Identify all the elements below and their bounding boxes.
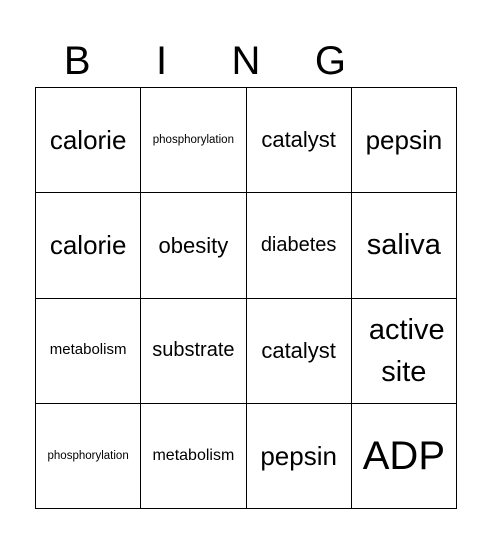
bingo-cell[interactable]: catalyst <box>246 298 352 404</box>
bingo-cell[interactable]: phosphorylation <box>141 88 247 194</box>
cell-label: metabolism <box>49 341 127 359</box>
bingo-cell[interactable]: catalyst <box>246 88 352 194</box>
cell-label: substrate <box>152 339 235 362</box>
bingo-cell[interactable]: saliva <box>351 193 457 299</box>
cell-label: metabolism <box>152 446 235 464</box>
bingo-cell[interactable]: calorie <box>36 193 142 299</box>
bingo-cell[interactable]: substrate <box>141 298 247 404</box>
bingo-cell[interactable]: ADP <box>351 403 457 509</box>
cell-label: phosphorylation <box>47 449 129 462</box>
bingo-cell[interactable]: pepsin <box>246 403 352 509</box>
bingo-cell[interactable]: pepsin <box>351 88 457 194</box>
cell-label: ADP <box>362 433 445 478</box>
bingo-cell[interactable]: metabolism <box>141 403 247 509</box>
cell-label: saliva <box>366 229 441 262</box>
bingo-board: calorie phosphorylation catalyst pepsin … <box>35 87 457 509</box>
header-letter-i: I <box>156 39 168 83</box>
bingo-cell[interactable]: phosphorylation <box>36 403 142 509</box>
bingo-header: B I N G <box>35 36 457 86</box>
cell-label: catalyst <box>261 337 336 363</box>
bingo-cell[interactable]: diabetes <box>246 193 352 299</box>
header-letter-b: B <box>63 39 91 83</box>
cell-label: diabetes <box>260 233 337 256</box>
header-letter-g: G <box>314 39 346 83</box>
bingo-cell[interactable]: metabolism <box>36 298 142 404</box>
cell-label: phosphorylation <box>152 133 234 146</box>
header-letter-n: N <box>231 39 261 83</box>
cell-label: catalyst <box>261 127 336 153</box>
cell-label: calorie <box>49 124 127 155</box>
cell-label: active site <box>368 313 445 388</box>
cell-label: pepsin <box>260 440 337 471</box>
cell-label: obesity <box>158 232 229 258</box>
bingo-cell[interactable]: obesity <box>141 193 247 299</box>
bingo-cell[interactable]: calorie <box>36 88 142 194</box>
cell-label: pepsin <box>365 124 443 155</box>
cell-label: calorie <box>49 230 127 261</box>
bingo-cell[interactable]: active site <box>351 298 457 404</box>
